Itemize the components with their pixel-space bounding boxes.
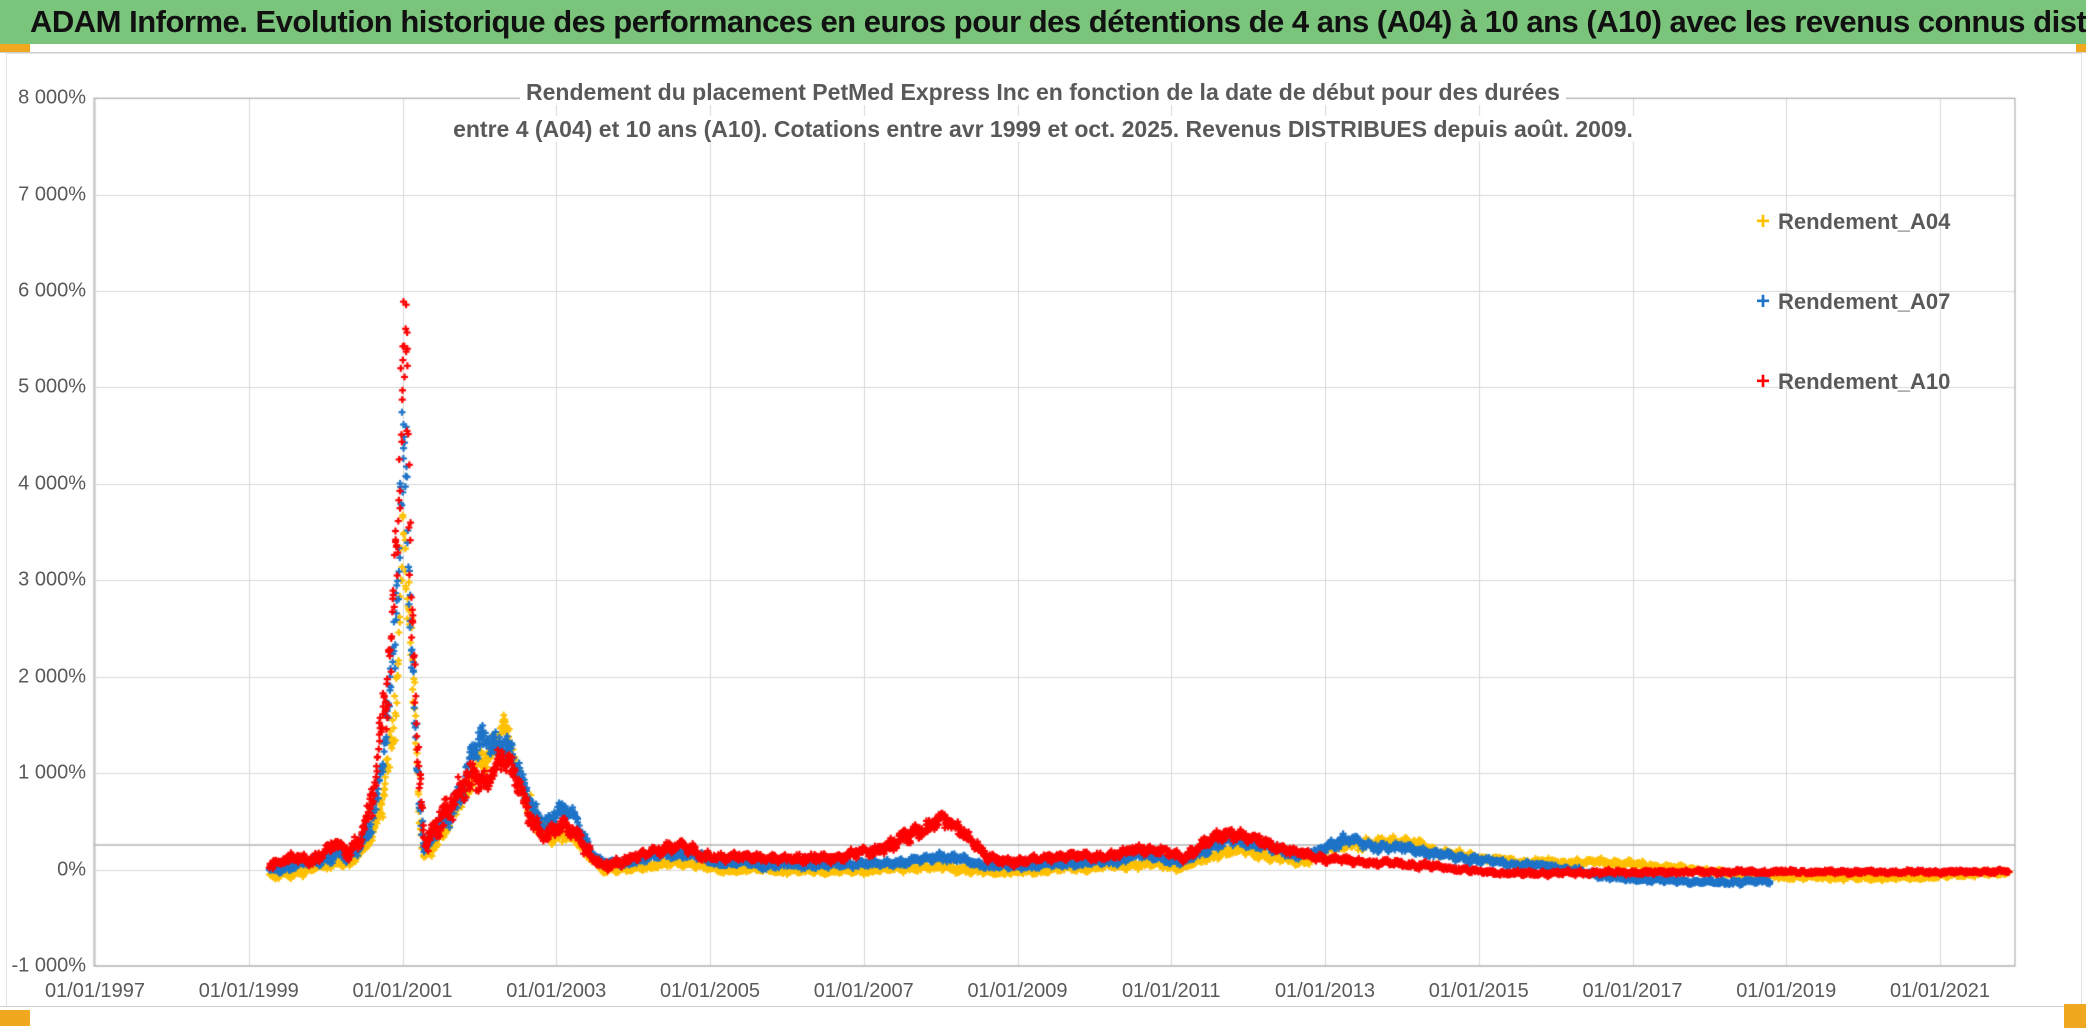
x-tick-label: 01/01/1997 xyxy=(44,980,146,1002)
y-tick-label: 1 000% xyxy=(18,761,86,784)
x-tick-label: 01/01/2019 xyxy=(1736,980,1837,1002)
x-tick-label: 01/01/2011 xyxy=(1121,980,1221,1002)
legend-label-a07: Rendement_A07 xyxy=(1778,289,1951,314)
x-tick-label: 01/01/2021 xyxy=(1889,980,1991,1002)
legend-item-a07[interactable]: + Rendement_A07 xyxy=(1748,276,1950,328)
legend-item-a04[interactable]: + Rendement_A04 xyxy=(1748,196,1950,248)
y-tick-label: -1 000% xyxy=(11,954,87,977)
x-tick-label: 01/01/2015 xyxy=(1428,980,1529,1002)
plus-marker-icon-a07: + xyxy=(1755,288,1770,315)
x-tick-label: 01/01/2007 xyxy=(813,980,914,1002)
y-tick-label: 8 000% xyxy=(18,86,86,109)
x-tick-label: 01/01/2009 xyxy=(967,980,1068,1002)
legend-label-a10: Rendement_A10 xyxy=(1778,369,1951,394)
bottom-divider xyxy=(0,1006,2086,1007)
legend-label-a04: Rendement_A04 xyxy=(1778,209,1951,234)
y-tick-label: 6 000% xyxy=(18,279,86,302)
y-tick-label: 3 000% xyxy=(18,568,86,591)
x-tick-label: 01/01/2005 xyxy=(659,980,761,1002)
x-tick-label: 01/01/2001 xyxy=(352,980,453,1002)
x-tick-label: 01/01/2013 xyxy=(1274,980,1376,1002)
x-tick-label: 01/01/2017 xyxy=(1582,980,1683,1002)
plus-marker-icon-a04: + xyxy=(1755,208,1770,235)
chart-legend: + Rendement_A04 + Rendement_A07 + Rendem… xyxy=(1748,196,1950,436)
plus-marker-icon-a10: + xyxy=(1755,368,1770,395)
x-tick-label: 01/01/1999 xyxy=(198,980,299,1002)
y-tick-label: 2 000% xyxy=(18,665,86,688)
x-tick-label: 01/01/2003 xyxy=(506,980,607,1002)
y-tick-label: 7 000% xyxy=(18,183,86,206)
y-tick-label: 0% xyxy=(57,858,86,880)
y-tick-label: 4 000% xyxy=(18,472,86,495)
legend-item-a10[interactable]: + Rendement_A10 xyxy=(1748,356,1950,408)
orange-accent-bottom-right xyxy=(2064,1004,2086,1028)
orange-accent-bottom-left xyxy=(0,1010,30,1026)
y-tick-label: 5 000% xyxy=(18,375,86,398)
